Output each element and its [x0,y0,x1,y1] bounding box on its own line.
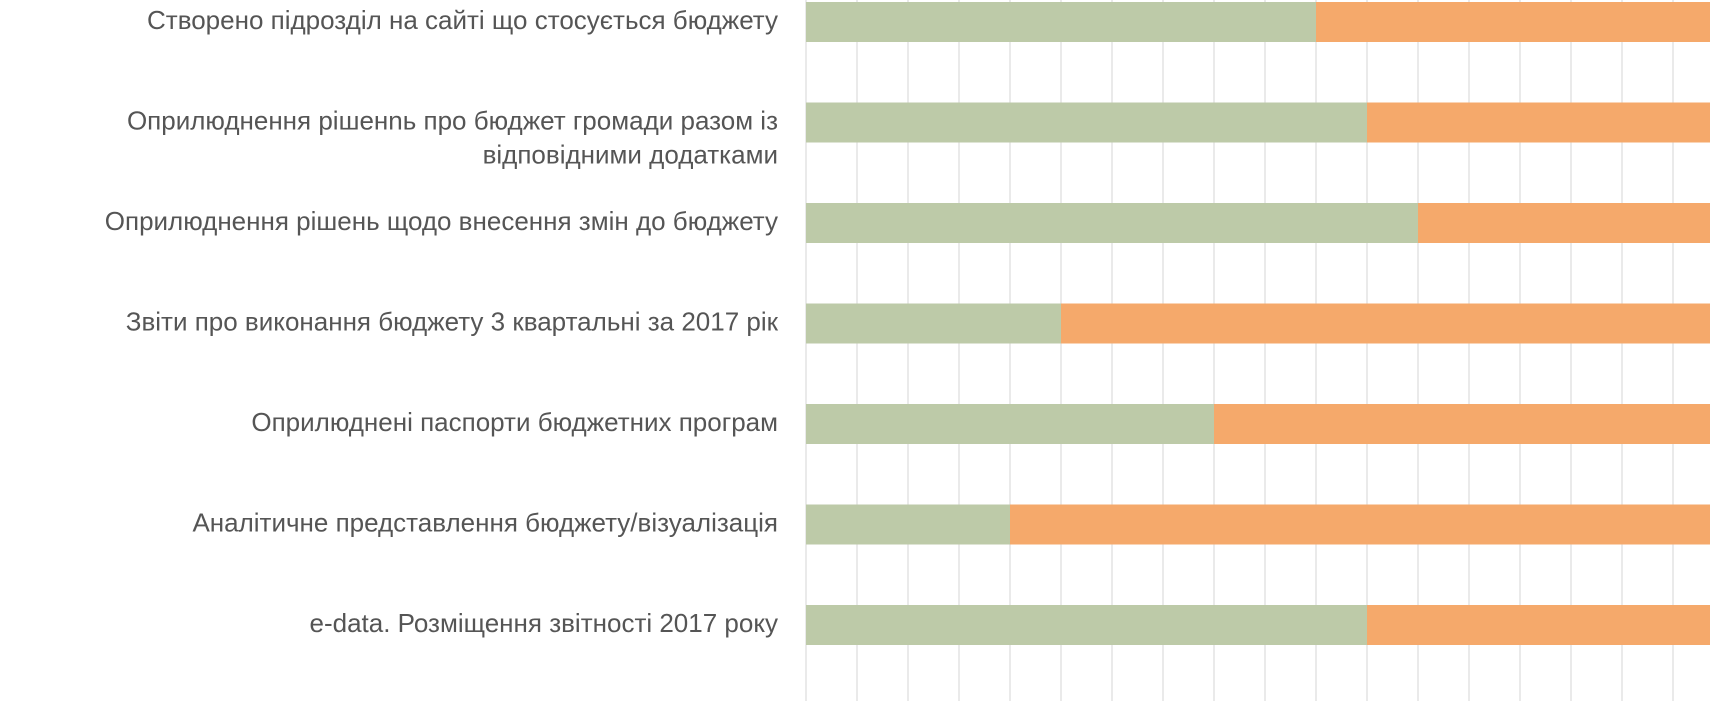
category-label: Звіти про виконання бюджету 3 квартальні… [126,306,779,336]
bar-segment [1367,605,1710,645]
bar-segment [1214,404,1710,444]
bar-segment [1367,102,1710,143]
bar-segment [806,303,1061,344]
bar-segment [806,102,1367,143]
bar-segment [806,605,1367,645]
category-label: Аналітичне представлення бюджету/візуалі… [192,507,778,537]
bar-segment [806,203,1418,243]
category-label: e-data. Розміщення звітності 2017 року [310,608,778,638]
bar-segment [1418,203,1710,243]
bar-segment [806,404,1214,444]
category-label: Оприлюднення рішенnь про бюджет громади … [127,105,778,169]
bar-segment [806,2,1316,42]
bar-segment [1061,303,1710,344]
category-label: Оприлюднені паспорти бюджетних програм [251,407,778,437]
category-label: Створено підрозділ на сайті що стосуєтьс… [147,5,778,35]
category-label: Оприлюднення рішень щодо внесення змін д… [105,206,778,236]
bar-segment [1316,2,1710,42]
bar-segment [806,504,1010,545]
bar-segment [1010,504,1710,545]
